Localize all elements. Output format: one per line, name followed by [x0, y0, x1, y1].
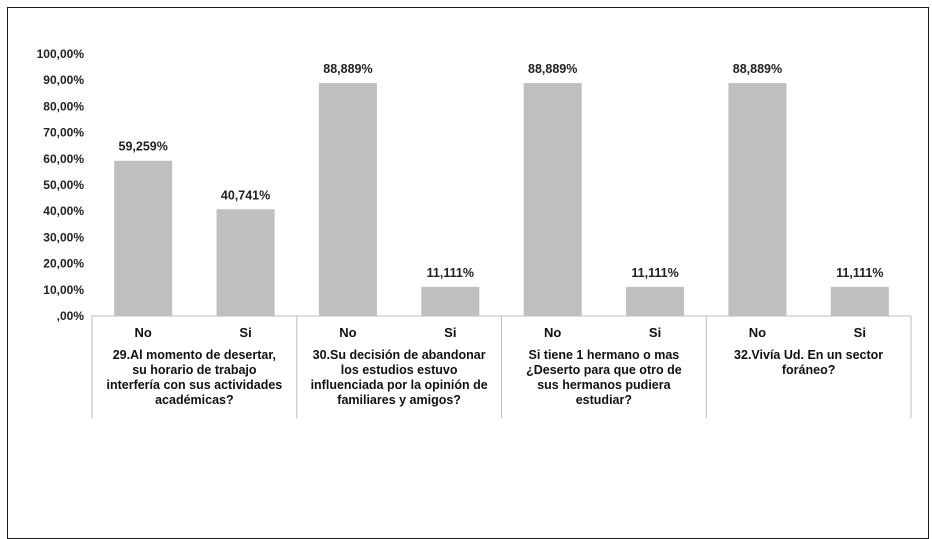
category-label: No [749, 325, 766, 340]
data-label: 88,889% [733, 62, 782, 76]
category-label: Si [239, 325, 251, 340]
data-label: 88,889% [323, 62, 372, 76]
group-question-label: 32.Vivía Ud. En un sector [734, 348, 883, 362]
y-tick-label: 30,00% [43, 230, 84, 244]
category-label: Si [854, 325, 866, 340]
group-question-label: 30.Su decisión de abandonar [313, 348, 486, 362]
category-label: No [135, 325, 152, 340]
category-label: No [544, 325, 561, 340]
group-question-label: Si tiene 1 hermano o mas [529, 348, 680, 362]
data-label: 59,259% [119, 140, 168, 154]
y-tick-label: 70,00% [43, 126, 84, 140]
y-tick-label: 100,00% [37, 47, 85, 61]
group-question-label: académicas? [155, 393, 234, 407]
data-label: 88,889% [528, 62, 577, 76]
category-label: Si [444, 325, 456, 340]
bar [728, 83, 787, 317]
group-question-label: influenciada por la opinión de [311, 378, 488, 392]
group-question-label: los estudios estuvo [341, 363, 458, 377]
bar [626, 286, 685, 316]
bar [114, 160, 173, 316]
bar [216, 209, 275, 316]
group-question-label: foráneo? [782, 363, 835, 377]
group-question-label: interfería con sus actividades [106, 378, 282, 392]
category-label: Si [649, 325, 661, 340]
group-question-label: estudiar? [576, 393, 632, 407]
data-label: 40,741% [221, 188, 270, 202]
y-tick-label: 90,00% [43, 73, 84, 87]
y-tick-label: 10,00% [43, 283, 84, 297]
y-tick-label: 20,00% [43, 257, 84, 271]
bar [830, 286, 889, 316]
y-tick-label: 40,00% [43, 204, 84, 218]
group-question-label: ¿Deserto para que otro de [526, 363, 682, 377]
data-label: 11,111% [836, 266, 883, 280]
group-question-label: su horario de trabajo [132, 363, 257, 377]
data-label: 11,111% [631, 266, 678, 280]
y-tick-label: 60,00% [43, 152, 84, 166]
y-tick-label: 50,00% [43, 178, 84, 192]
y-tick-label: 80,00% [43, 99, 84, 113]
bar [523, 83, 582, 317]
category-label: No [339, 325, 356, 340]
group-question-label: familiares y amigos? [337, 393, 461, 407]
group-question-label: sus hermanos pudiera [537, 378, 671, 392]
y-tick-label: ,00% [57, 309, 85, 323]
bar [318, 83, 377, 317]
bar [421, 286, 480, 316]
group-question-label: 29.Al momento de desertar, [113, 348, 276, 362]
data-label: 11,111% [427, 266, 474, 280]
